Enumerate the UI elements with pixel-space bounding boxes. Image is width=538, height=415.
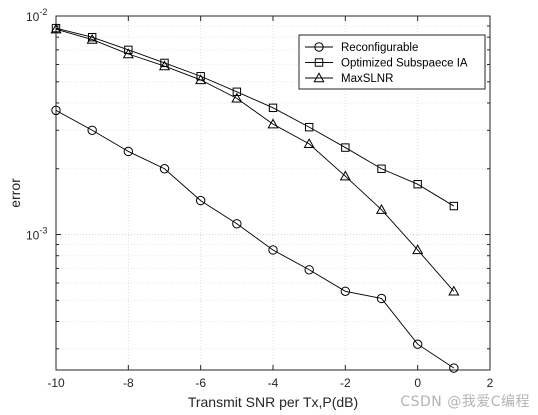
data-point-circle [195, 195, 206, 206]
series-line-square [55, 27, 455, 207]
series-triangle [50, 23, 460, 296]
data-point-triangle [267, 118, 279, 129]
x-tick-label: -10 [47, 376, 65, 390]
axis-ticks: -10 -8 -6 -4 -2 0 2 10-2 10-3 [26, 7, 494, 390]
data-point-triangle [339, 170, 351, 181]
data-point-triangle [231, 92, 243, 103]
data-point-triangle [86, 33, 98, 44]
data-point-circle [449, 363, 459, 373]
data-point-circle [376, 293, 387, 304]
data-point-triangle [122, 48, 134, 59]
legend-marker-square [314, 58, 324, 67]
x-tick-label: -8 [123, 376, 134, 390]
legend-label-circle: Reconfigurable [341, 42, 418, 54]
x-tick-label: -6 [195, 376, 206, 390]
legend-marker-triangle [313, 72, 325, 83]
data-point-circle [51, 105, 61, 116]
data-point-square [87, 32, 97, 42]
y-tick-label: 10-2 [26, 7, 47, 24]
series-square [51, 23, 459, 211]
data-point-triangle [158, 60, 171, 71]
series-circle [51, 105, 459, 373]
data-point-square [304, 122, 314, 132]
legend: Reconfigurable Optimized Subspaece IA MaxS… [298, 34, 486, 90]
data-point-triangle [375, 203, 388, 214]
data-point-circle [412, 339, 423, 349]
data-point-triangle [412, 244, 424, 255]
data-point-triangle [303, 138, 315, 149]
legend-marker-circle [314, 42, 324, 52]
legend-box [298, 34, 486, 90]
data-point-square [268, 103, 278, 113]
data-point-square [341, 143, 350, 152]
x-tick-label: 2 [487, 376, 494, 390]
x-tick-label: -2 [340, 376, 351, 390]
series-line-triangle [55, 28, 455, 292]
series-line-circle [55, 109, 455, 369]
data-point-circle [87, 125, 97, 135]
grid [56, 16, 490, 370]
x-tick-label: -4 [268, 376, 279, 390]
data-point-square [377, 164, 386, 173]
series [50, 23, 460, 373]
watermark: CSDN @我爱C编程 [400, 394, 530, 410]
legend-label-triangle: MaxSLNR [341, 73, 393, 85]
data-point-square [449, 201, 459, 211]
x-tick-label: 0 [414, 376, 421, 390]
data-point-circle [232, 219, 242, 229]
data-point-circle [268, 245, 278, 255]
data-point-circle [304, 265, 314, 275]
legend-label-square: Optimized Subspaece IA [341, 58, 468, 70]
data-point-square [413, 179, 422, 189]
y-tick-label: 10-3 [26, 226, 47, 243]
data-point-circle [340, 286, 351, 296]
y-axis-label: error [7, 178, 23, 208]
x-axis-label: Transmit SNR per Tx,P(dB) [188, 394, 358, 410]
data-point-triangle [50, 23, 62, 34]
data-point-circle [123, 146, 134, 157]
data-point-circle [159, 164, 170, 174]
data-point-square [160, 58, 169, 68]
data-point-triangle [195, 74, 207, 85]
data-point-triangle [448, 285, 460, 296]
data-point-square [232, 87, 242, 96]
